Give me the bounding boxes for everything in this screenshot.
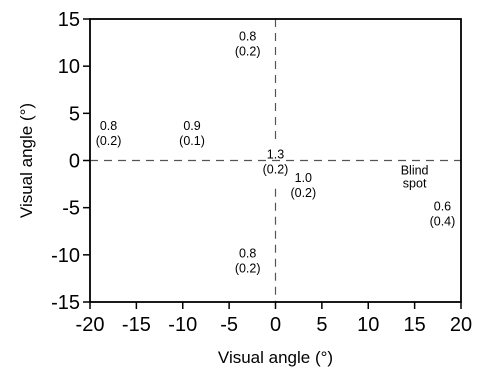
x-tick-label: 15 xyxy=(404,314,426,336)
annotation: 0.8(0.2) xyxy=(235,247,261,276)
annotation-value: 1.0 xyxy=(295,171,312,185)
x-tick-label: 0 xyxy=(270,314,281,336)
annotation: 0.8(0.2) xyxy=(235,30,261,59)
annotation-sd: (0.2) xyxy=(235,45,261,59)
annotation: 1.3(0.2) xyxy=(263,148,289,177)
annotation-sd: (0.4) xyxy=(430,214,456,228)
annotation-value: 0.8 xyxy=(239,247,256,261)
annotation-value: 1.3 xyxy=(267,148,284,162)
x-tick-label: -20 xyxy=(76,314,105,336)
x-tick-label: -15 xyxy=(122,314,151,336)
reference-lines xyxy=(90,19,461,302)
y-tick-label: -5 xyxy=(62,198,80,220)
annotation-sd: (0.2) xyxy=(263,163,289,177)
y-tick-label: -15 xyxy=(51,292,80,314)
x-axis-label: Visual angle (°) xyxy=(218,348,333,367)
annotation-sd: (0.2) xyxy=(290,186,316,200)
y-tick-label: 10 xyxy=(58,56,80,78)
y-tick-label: 0 xyxy=(69,151,80,173)
annotation-value: 0.8 xyxy=(100,119,117,133)
annotation: 0.8(0.2) xyxy=(96,119,122,148)
annotation-sd: (0.1) xyxy=(179,134,205,148)
annotation-sd: (0.2) xyxy=(235,262,261,276)
annotation: 1.0(0.2) xyxy=(290,171,316,200)
y-tick-label: -10 xyxy=(51,245,80,267)
annotation: 0.9(0.1) xyxy=(179,119,205,148)
annotation-sd: (0.2) xyxy=(96,134,122,148)
y-tick-label: 15 xyxy=(58,9,80,31)
annotation-value: 0.9 xyxy=(183,119,200,133)
annotations: 0.8(0.2)0.9(0.1)0.8(0.2)1.3(0.2)1.0(0.2)… xyxy=(96,30,456,276)
annotation-value: 0.6 xyxy=(434,199,451,213)
x-tick-label: -5 xyxy=(220,314,238,336)
x-tick-label: -10 xyxy=(168,314,197,336)
x-tick-label: 20 xyxy=(450,314,472,336)
y-tick-label: 5 xyxy=(69,103,80,125)
annotation: 0.6(0.4) xyxy=(430,199,456,228)
annotation-value: 0.8 xyxy=(239,30,256,44)
y-axis-label: Visual angle (°) xyxy=(17,103,36,218)
x-tick-label: 5 xyxy=(316,314,327,336)
blind-spot-label: spot xyxy=(403,177,427,191)
blind-spot-label: Blind xyxy=(401,164,429,178)
x-tick-label: 10 xyxy=(357,314,379,336)
